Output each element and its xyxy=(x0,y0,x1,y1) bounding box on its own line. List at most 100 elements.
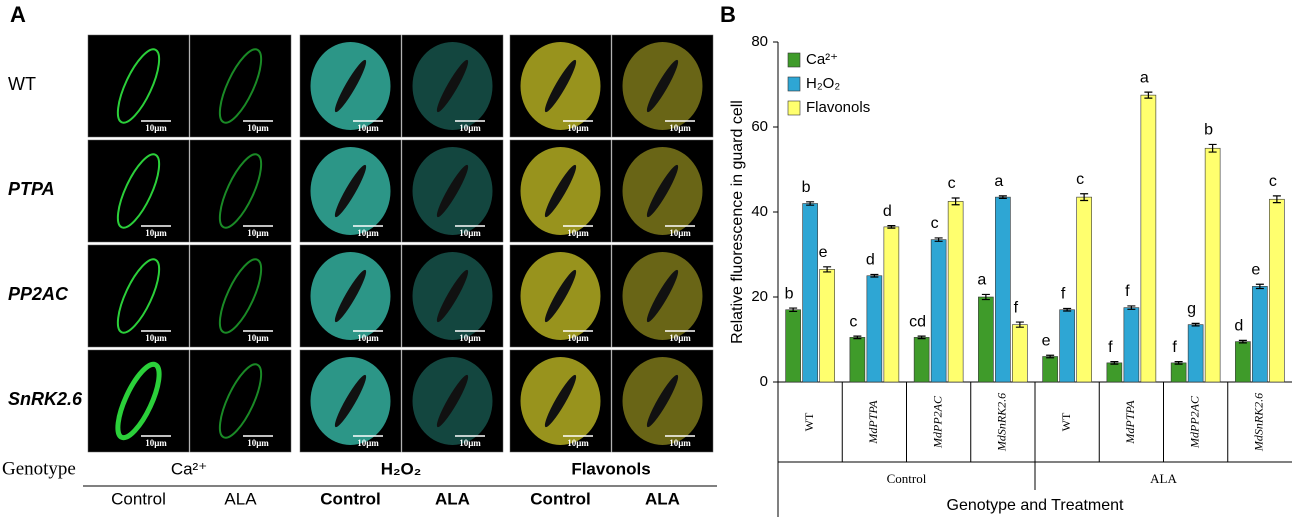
bar xyxy=(819,269,835,383)
micrograph xyxy=(189,349,292,453)
error-bar xyxy=(806,201,815,206)
stoma xyxy=(116,153,161,229)
error-bar xyxy=(998,195,1007,199)
legend-swatch xyxy=(787,52,801,68)
bar xyxy=(849,337,866,383)
micrograph xyxy=(189,139,292,243)
legend-swatch xyxy=(787,76,801,92)
pore xyxy=(544,374,577,428)
pore xyxy=(544,269,577,323)
panel-label: A xyxy=(10,2,26,27)
significance-label: f xyxy=(1108,339,1113,356)
micrograph xyxy=(87,244,190,348)
error-bar xyxy=(1255,283,1264,290)
scale-bar-label: 10μm xyxy=(357,228,379,238)
significance-label: c xyxy=(849,313,857,330)
scale-bar-label: 10μm xyxy=(459,123,481,133)
error-bar xyxy=(1238,339,1247,344)
row-label: SnRK2.6 xyxy=(8,389,83,409)
scale-bar-label: 10μm xyxy=(567,333,589,343)
x-tick-label: WT xyxy=(802,412,816,431)
significance-label: c xyxy=(948,175,956,192)
bar xyxy=(1123,307,1140,383)
significance-label: c xyxy=(931,215,939,232)
error-bar xyxy=(934,237,943,242)
scale-bar-label: 10μm xyxy=(247,438,269,448)
row-label: PP2AC xyxy=(8,284,69,304)
bar xyxy=(883,226,900,383)
error-bar xyxy=(1110,361,1119,365)
scale-bar-label: 10μm xyxy=(459,333,481,343)
column-header: H₂O₂ xyxy=(381,459,422,478)
pore xyxy=(646,59,679,113)
legend-label: H₂O₂ xyxy=(806,75,840,92)
condition-label: ALA xyxy=(224,489,257,508)
bar xyxy=(1204,147,1221,383)
scale-bar-label: 10μm xyxy=(669,438,691,448)
bar xyxy=(1012,324,1028,383)
x-tick-label: MdPP2AC xyxy=(1187,395,1201,449)
group-label: ALA xyxy=(1150,471,1177,486)
condition-label: ALA xyxy=(645,489,680,508)
error-bar xyxy=(1080,193,1089,202)
stoma xyxy=(218,363,263,439)
x-tick-label: MdSnRK2.6 xyxy=(995,393,1009,452)
stoma xyxy=(218,153,263,229)
error-bar xyxy=(1063,307,1072,312)
bar xyxy=(947,201,964,383)
scale-bar-label: 10μm xyxy=(145,123,167,133)
scale-bar-label: 10μm xyxy=(459,438,481,448)
error-bar xyxy=(1208,143,1217,153)
bar xyxy=(785,309,801,383)
scale-bar-label: 10μm xyxy=(669,333,691,343)
micrograph xyxy=(87,349,190,453)
bar xyxy=(1059,309,1075,383)
bar xyxy=(930,239,947,383)
error-bar xyxy=(1144,91,1153,99)
significance-label: g xyxy=(1187,301,1196,318)
error-bar xyxy=(853,335,862,340)
x-tick-label: MdSnRK2.6 xyxy=(1252,393,1266,452)
significance-label: b xyxy=(802,179,811,196)
legend-label: Flavonols xyxy=(806,99,870,116)
y-tick-label: 40 xyxy=(751,203,768,220)
condition-label: Control xyxy=(320,489,380,508)
stoma xyxy=(218,48,263,124)
y-tick-label: 20 xyxy=(751,288,768,305)
significance-label: e xyxy=(819,244,828,261)
significance-label: a xyxy=(994,173,1003,190)
significance-label: a xyxy=(977,272,986,289)
scale-bar-label: 10μm xyxy=(669,123,691,133)
significance-label: f xyxy=(1061,286,1066,303)
condition-label: Control xyxy=(111,489,166,508)
scale-bar-label: 10μm xyxy=(357,438,379,448)
error-bar xyxy=(1191,322,1200,327)
bar xyxy=(995,196,1011,383)
significance-label: b xyxy=(785,285,794,302)
bar xyxy=(978,296,994,383)
x-tick-label: WT xyxy=(1059,412,1073,431)
significance-label: a xyxy=(1140,69,1149,86)
condition-label: Control xyxy=(530,489,590,508)
scale-bar-label: 10μm xyxy=(567,228,589,238)
bar xyxy=(1140,94,1157,383)
bar xyxy=(1252,286,1268,383)
pore xyxy=(436,269,469,323)
y-tick-label: 80 xyxy=(751,33,768,50)
row-header: Genotype xyxy=(2,458,76,479)
bar xyxy=(1106,362,1123,383)
stoma xyxy=(218,258,263,334)
y-tick-label: 60 xyxy=(751,118,768,135)
column-header: Ca²⁺ xyxy=(171,459,207,478)
pore xyxy=(544,164,577,218)
pore xyxy=(334,164,367,218)
significance-label: f xyxy=(1014,299,1019,316)
stoma xyxy=(115,361,162,441)
bar xyxy=(913,337,930,383)
pore xyxy=(436,59,469,113)
stoma xyxy=(116,258,161,334)
error-bar xyxy=(1127,305,1136,310)
legend-swatch xyxy=(787,100,801,116)
x-tick-label: MdPTPA xyxy=(1123,400,1137,445)
